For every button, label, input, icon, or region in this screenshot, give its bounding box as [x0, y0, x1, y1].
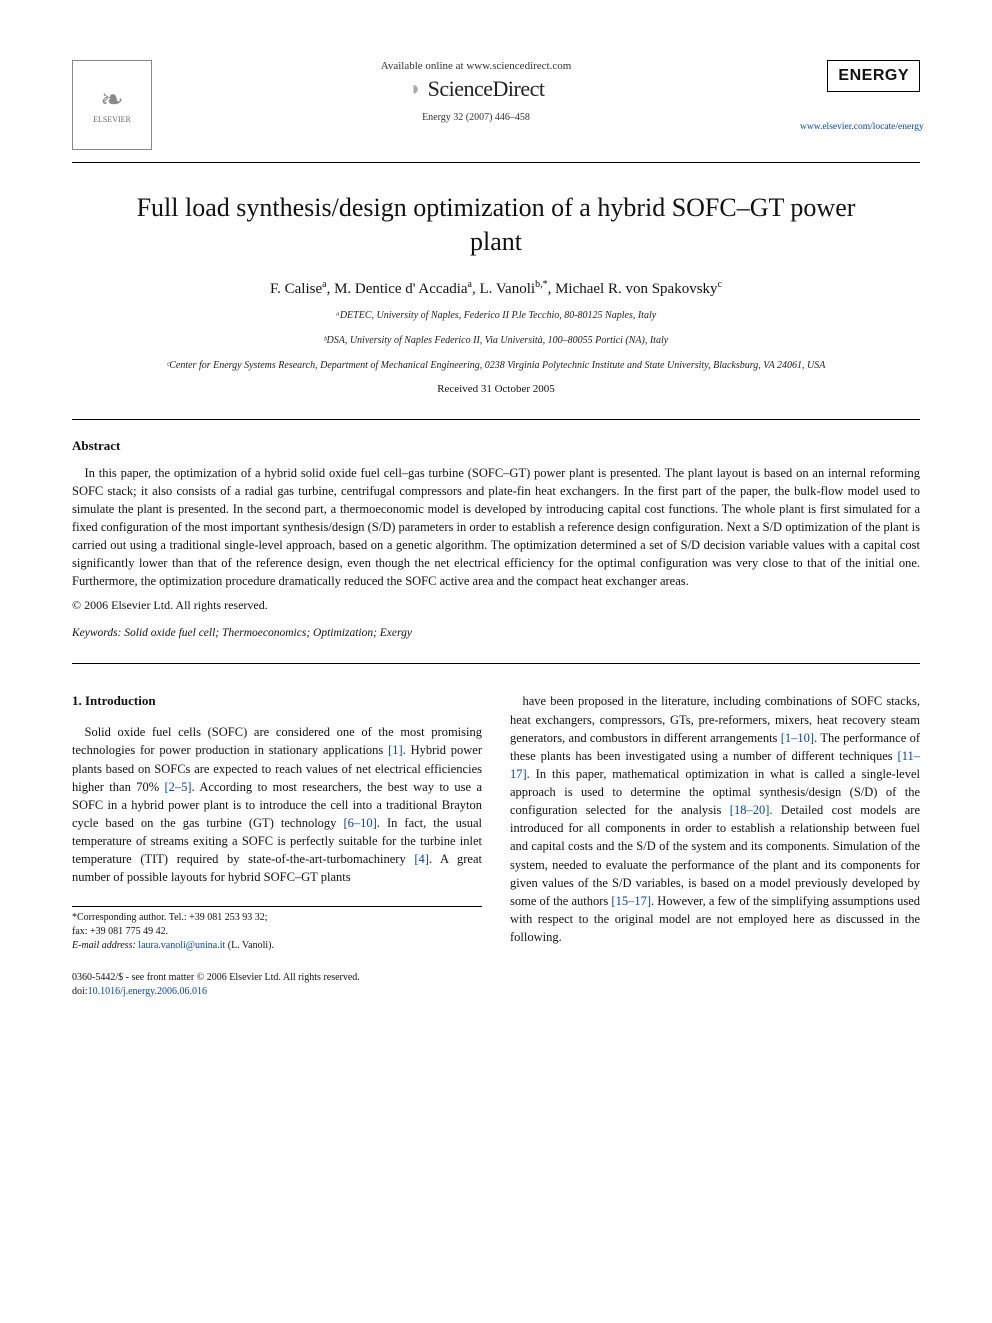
front-matter-text: 0360-5442/$ - see front matter © 2006 El… — [72, 971, 360, 985]
elsevier-tree-icon: ❧ — [100, 87, 123, 115]
corr-email-line: E-mail address: laura.vanoli@unina.it (L… — [72, 939, 482, 953]
keywords-values: Solid oxide fuel cell; Thermoeconomics; … — [124, 627, 412, 639]
affiliation-b: ᵇDSA, University of Naples Federico II, … — [112, 333, 880, 348]
keywords-line: Keywords: Solid oxide fuel cell; Thermoe… — [72, 627, 920, 639]
section-1-heading: 1. Introduction — [72, 692, 482, 711]
abstract-heading: Abstract — [72, 438, 920, 454]
citation-line: Energy 32 (2007) 446–458 — [172, 112, 780, 123]
journal-brand-box: ENERGY — [827, 60, 920, 92]
abstract-bottom-rule — [72, 663, 920, 664]
front-matter-block: 0360-5442/$ - see front matter © 2006 El… — [72, 971, 482, 999]
affiliation-a: ᵃDETEC, University of Naples, Federico I… — [112, 308, 880, 323]
column-left: 1. Introduction Solid oxide fuel cells (… — [72, 692, 482, 999]
journal-brand-block: ENERGY www.elsevier.com/locate/energy — [800, 60, 920, 132]
sciencedirect-text: ScienceDirect — [428, 76, 545, 102]
column-right: have been proposed in the literature, in… — [510, 692, 920, 999]
available-online-text: Available online at www.sciencedirect.co… — [172, 60, 780, 72]
corresponding-author-footnote: *Corresponding author. Tel.: +39 081 253… — [72, 906, 482, 953]
affiliation-c: ᶜCenter for Energy Systems Research, Dep… — [112, 358, 880, 373]
received-date: Received 31 October 2005 — [72, 383, 920, 395]
doi-link[interactable]: 10.1016/j.energy.2006.06.016 — [88, 986, 207, 997]
email-label: E-mail address: — [72, 940, 136, 951]
elsevier-label: ELSEVIER — [93, 115, 131, 124]
intro-paragraph-right: have been proposed in the literature, in… — [510, 692, 920, 946]
doi-line: doi:10.1016/j.energy.2006.06.016 — [72, 985, 360, 999]
corr-fax: fax: +39 081 775 49 42. — [72, 925, 482, 939]
body-columns: 1. Introduction Solid oxide fuel cells (… — [72, 692, 920, 999]
author-list: F. Calisea, M. Dentice d' Accadiaa, L. V… — [72, 279, 920, 298]
corr-tel: *Corresponding author. Tel.: +39 081 253… — [72, 911, 482, 925]
sciencedirect-icon: ◑ — [408, 78, 420, 101]
elsevier-logo: ❧ ELSEVIER — [72, 60, 152, 150]
keywords-label: Keywords: — [72, 627, 121, 639]
doi-label: doi: — [72, 986, 88, 997]
intro-paragraph-left: Solid oxide fuel cells (SOFC) are consid… — [72, 723, 482, 886]
corr-email-who: (L. Vanoli). — [228, 940, 274, 951]
abstract-body: In this paper, the optimization of a hyb… — [72, 464, 920, 591]
abstract-top-rule — [72, 419, 920, 420]
corr-email-link[interactable]: laura.vanoli@unina.it — [138, 940, 225, 951]
header-rule — [72, 162, 920, 163]
journal-header: ❧ ELSEVIER Available online at www.scien… — [72, 60, 920, 150]
sciencedirect-brand: ◑ ScienceDirect — [172, 76, 780, 102]
journal-home-link[interactable]: www.elsevier.com/locate/energy — [800, 122, 920, 132]
copyright-line: © 2006 Elsevier Ltd. All rights reserved… — [72, 598, 920, 613]
article-title: Full load synthesis/design optimization … — [132, 191, 860, 259]
header-center: Available online at www.sciencedirect.co… — [152, 60, 800, 123]
